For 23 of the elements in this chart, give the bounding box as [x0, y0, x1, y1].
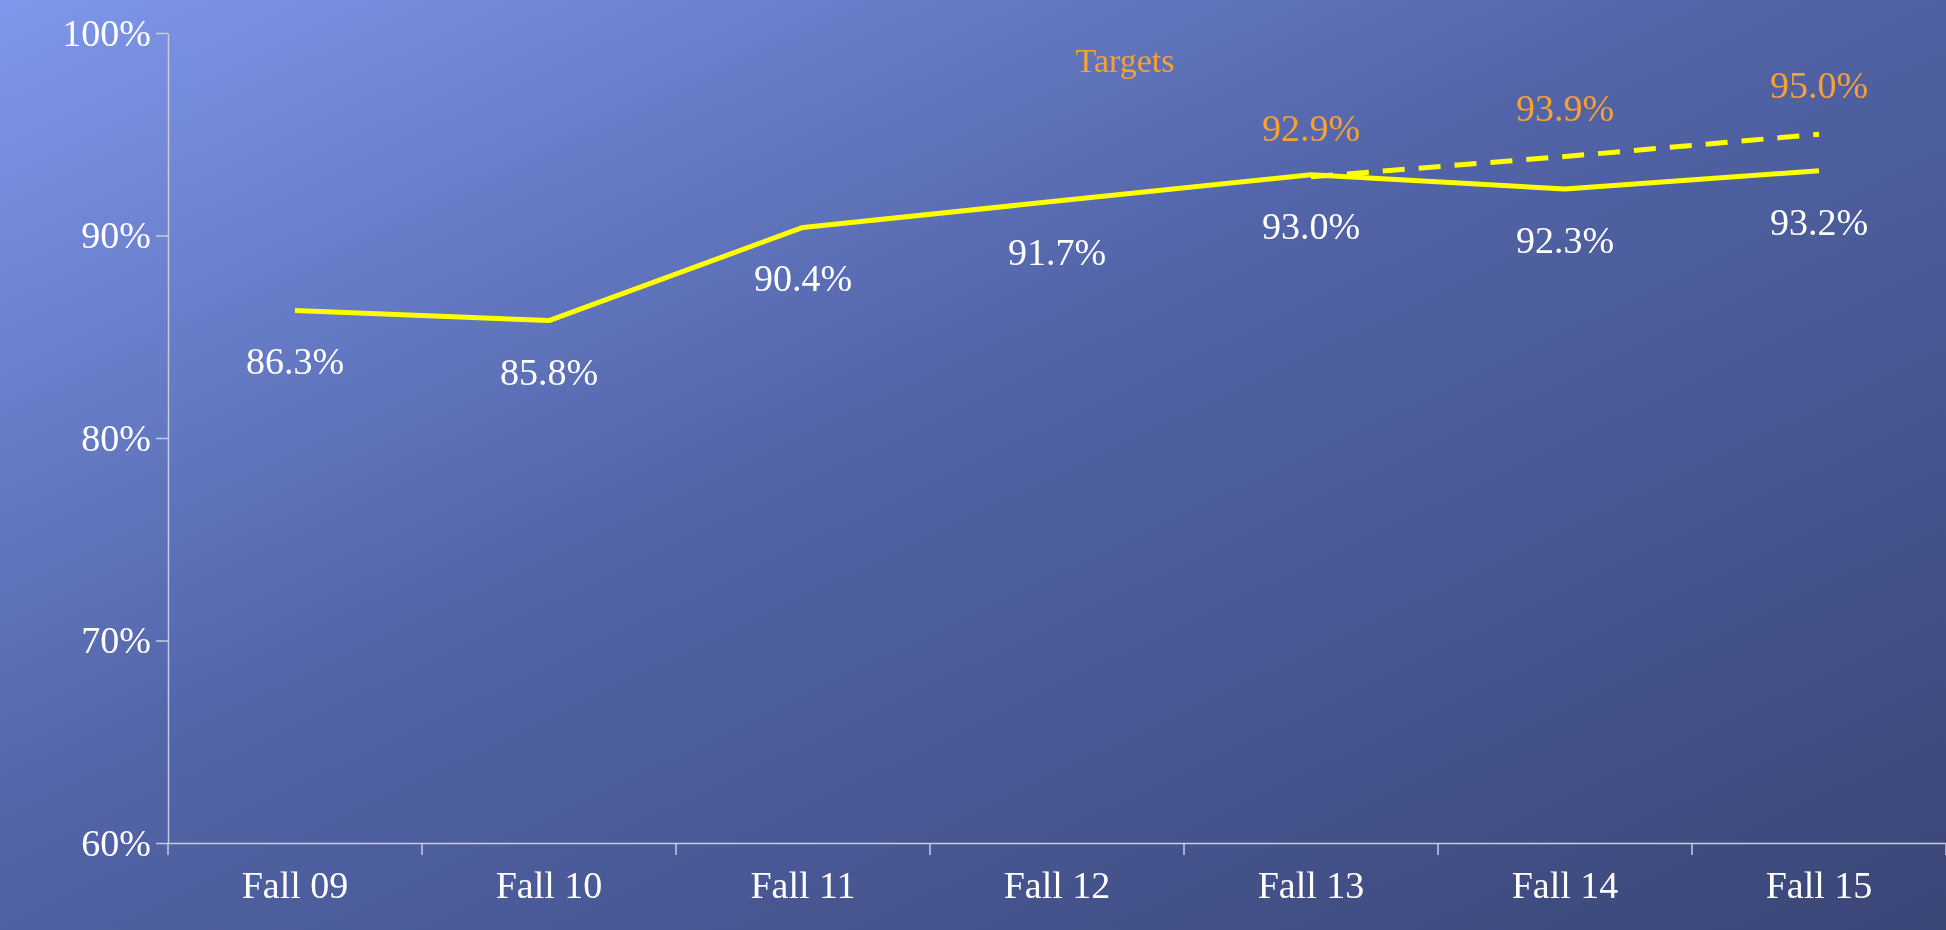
x-tick-label: Fall 14	[1511, 863, 1619, 906]
x-tick-label: Fall 13	[1257, 863, 1365, 906]
x-tick-label: Fall 15	[1765, 863, 1873, 906]
data-label: 93.2%	[1769, 200, 1869, 243]
x-tick-label: Fall 09	[241, 863, 349, 906]
data-label: 90.4%	[753, 257, 853, 300]
data-label: 92.3%	[1515, 218, 1615, 261]
data-label: 93.0%	[1261, 204, 1361, 247]
data-label: 86.3%	[245, 340, 345, 383]
data-label: 92.9%	[1261, 106, 1361, 149]
y-tick-label: 100%	[62, 11, 151, 54]
x-tick-label: Fall 12	[1003, 863, 1111, 906]
data-label: 93.9%	[1515, 86, 1615, 129]
data-label: 85.8%	[499, 350, 599, 393]
text: Targets	[1075, 42, 1175, 80]
x-tick-label: Fall 11	[750, 863, 856, 906]
y-tick-label: 90%	[81, 214, 151, 257]
data-label: 95.0%	[1769, 64, 1869, 107]
y-tick-label: 80%	[81, 416, 151, 459]
data-label: 91.7%	[1007, 231, 1107, 274]
y-tick-label: 60%	[81, 821, 151, 864]
y-tick-label: 70%	[81, 619, 151, 662]
x-tick-label: Fall 10	[495, 863, 603, 906]
